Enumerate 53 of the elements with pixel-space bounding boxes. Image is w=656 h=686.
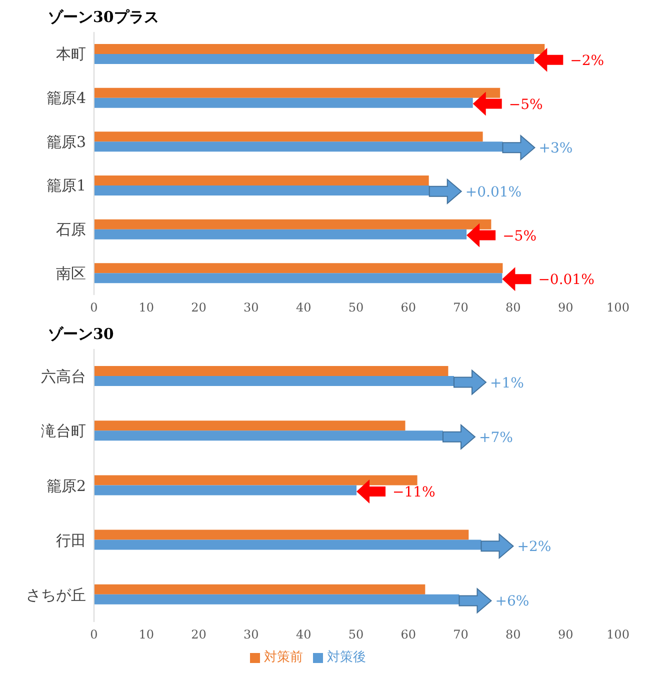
- annotation: +3%: [538, 140, 573, 157]
- annotation: −5%: [502, 228, 537, 244]
- x-tick-label: 80: [506, 300, 521, 315]
- x-tick-label: 90: [558, 628, 574, 642]
- x-tick-label: 10: [138, 628, 154, 642]
- x-tick-label: 40: [296, 300, 312, 315]
- y-tick-label: 籠原4: [46, 89, 86, 108]
- y-tick-label: 六高台: [41, 368, 86, 386]
- x-tick-label: 70: [453, 300, 468, 315]
- y-tick-label: 籠原1: [46, 176, 86, 195]
- x-tick-label: 40: [296, 628, 312, 642]
- bar: [94, 420, 406, 431]
- x-tick-label: 100: [606, 628, 630, 642]
- bar: [94, 132, 483, 142]
- x-tick-label: 0: [90, 300, 98, 315]
- x-tick-label: 30: [244, 628, 259, 642]
- annotation: +2%: [517, 539, 552, 556]
- y-tick-label: 籠原3: [46, 132, 86, 151]
- annotation: −11%: [392, 484, 436, 500]
- y-tick-label: さちが丘: [26, 586, 86, 604]
- y-tick-label: 本町: [56, 45, 86, 64]
- x-tick-label: 60: [400, 300, 416, 315]
- y-tick-label: 石原: [56, 220, 86, 239]
- annotation: −0.01%: [538, 272, 594, 288]
- x-tick-label: 50: [348, 300, 364, 315]
- legend-label: 対策後: [327, 650, 366, 665]
- annotation: +7%: [478, 430, 513, 446]
- x-tick-label: 100: [606, 300, 630, 315]
- x-tick-label: 20: [191, 628, 206, 642]
- chart-title: ゾーン30プラス: [47, 8, 160, 28]
- annotation: −5%: [508, 96, 543, 113]
- x-tick-label: 60: [400, 628, 416, 642]
- bar: [94, 530, 469, 540]
- x-tick-label: 70: [453, 628, 468, 642]
- x-tick-label: 0: [90, 628, 98, 642]
- legend-label: 対策前: [264, 650, 303, 665]
- y-tick-label: 籠原2: [46, 476, 86, 495]
- chart-title: ゾーン30: [47, 325, 115, 345]
- x-tick-label: 30: [244, 300, 259, 315]
- x-tick-label: 90: [558, 300, 574, 315]
- annotation: +1%: [490, 375, 524, 392]
- y-tick-label: 滝台町: [41, 422, 86, 440]
- x-tick-label: 20: [191, 300, 206, 315]
- x-tick-label: 50: [348, 628, 364, 642]
- y-tick-label: 行田: [56, 531, 86, 550]
- x-tick-label: 10: [138, 300, 154, 315]
- annotation: −2%: [570, 52, 604, 69]
- annotation: +6%: [495, 594, 530, 610]
- x-tick-label: 80: [506, 628, 521, 642]
- bar: [94, 584, 426, 594]
- y-tick-label: 南区: [56, 264, 86, 282]
- bar: [94, 366, 448, 376]
- annotation: +0.01%: [465, 184, 522, 200]
